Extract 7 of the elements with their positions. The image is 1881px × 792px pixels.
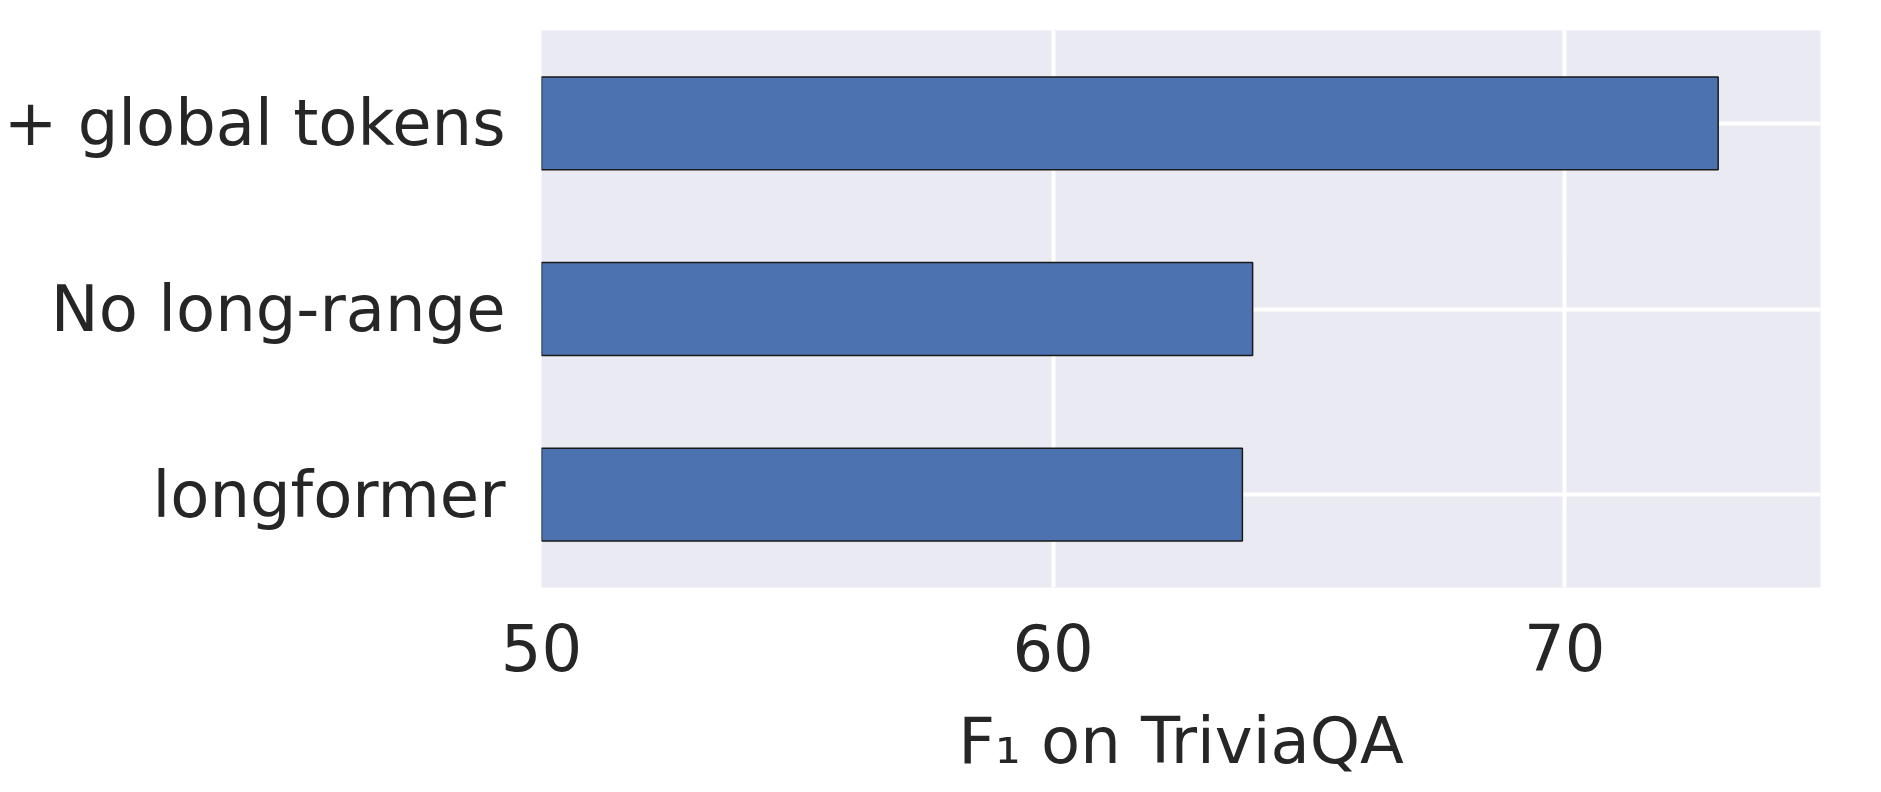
x-tick-label: 50 bbox=[500, 611, 583, 686]
x-axis-title: F₁ on TriviaQA bbox=[958, 703, 1405, 778]
y-tick-label: + global tokens bbox=[3, 86, 506, 161]
x-tick-label: 60 bbox=[1012, 611, 1094, 686]
y-tick-label: No long-range bbox=[50, 272, 506, 346]
x-tick-label: 70 bbox=[1523, 611, 1606, 686]
y-tick-label: longformer bbox=[152, 457, 507, 532]
